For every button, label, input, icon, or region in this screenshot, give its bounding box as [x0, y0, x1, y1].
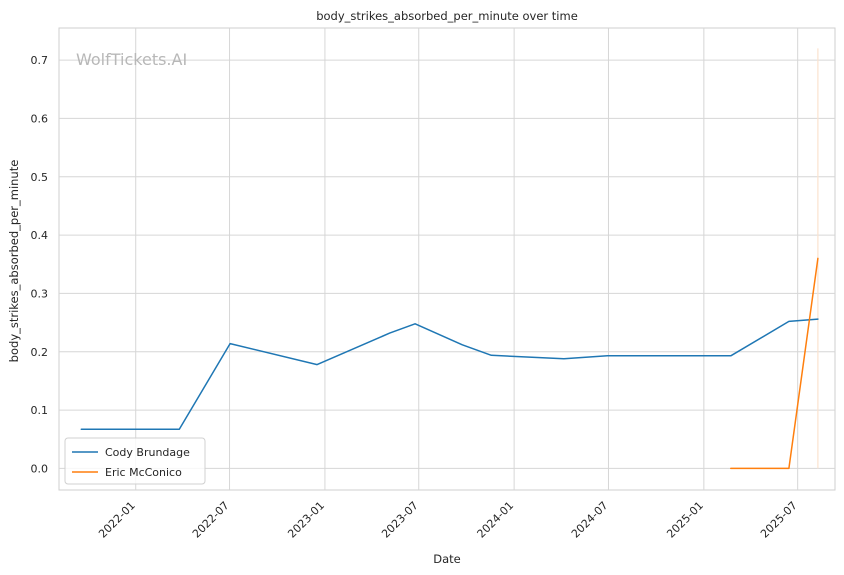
legend-label-cody-brundage: Cody Brundage	[105, 446, 190, 459]
plot-area: WolfTickets.AI	[58, 27, 836, 491]
y-tick-label: 0.7	[31, 54, 49, 67]
series-line-cody-brundage	[80, 318, 819, 431]
y-tick-label: 0.6	[31, 112, 49, 125]
legend-box	[64, 437, 206, 485]
y-axis-ticks: 0.0 0.1 0.2 0.3 0.4 0.5 0.6 0.7	[31, 54, 49, 475]
x-axis-label: Date	[433, 552, 461, 566]
series-lines	[80, 257, 819, 470]
legend: Cody Brundage Eric McConico	[64, 437, 206, 485]
y-tick-label: 0.2	[31, 346, 49, 359]
watermark-text: WolfTickets.AI	[76, 50, 187, 69]
plot-frame	[58, 27, 836, 491]
chart-title: body_strikes_absorbed_per_minute over ti…	[316, 9, 578, 23]
y-tick-label: 0.1	[31, 404, 49, 417]
y-tick-label: 0.5	[31, 171, 49, 184]
series-line-eric-mcconico	[730, 257, 819, 470]
y-tick-label: 0.4	[31, 229, 49, 242]
y-axis-label: body_strikes_absorbed_per_minute	[7, 160, 21, 363]
legend-label-eric-mcconico: Eric McConico	[105, 466, 182, 479]
y-tick-label: 0.0	[31, 462, 49, 475]
y-tick-label: 0.3	[31, 287, 49, 300]
